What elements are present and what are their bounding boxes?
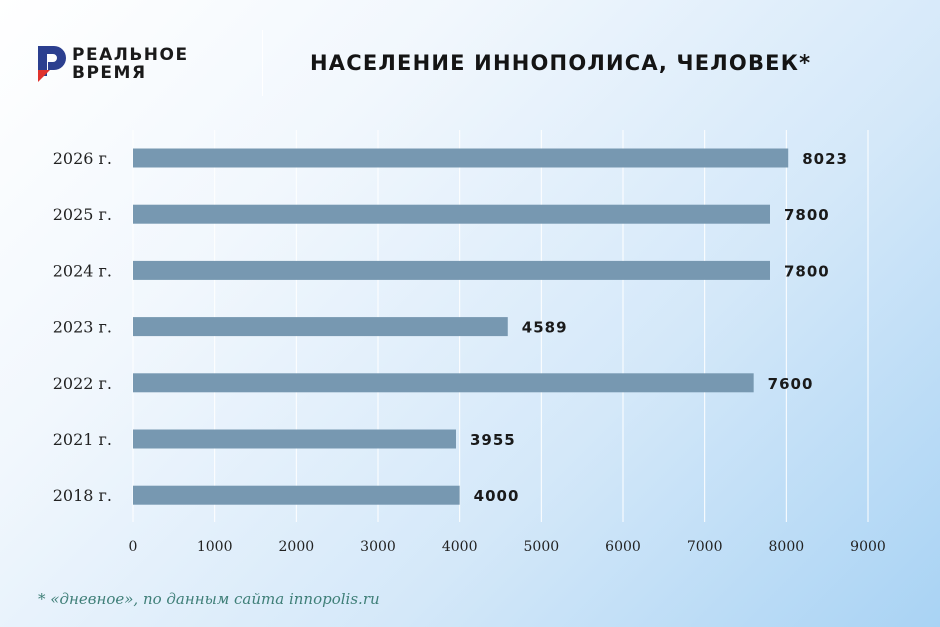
category-label: 2023 г.: [53, 318, 112, 337]
x-tick-label: 0: [129, 539, 138, 555]
bar: [133, 317, 508, 337]
x-tick-label: 1000: [197, 539, 233, 555]
x-tick-label: 5000: [524, 539, 560, 555]
bar: [133, 148, 789, 168]
x-tick-label: 9000: [850, 539, 886, 555]
x-tick-label: 2000: [279, 539, 315, 555]
footnote: * «дневное», по данным сайта innopolis.r…: [38, 590, 380, 608]
category-label: 2026 г.: [53, 149, 112, 168]
header-divider: [262, 30, 263, 96]
category-label: 2022 г.: [53, 374, 112, 393]
category-label: 2024 г.: [53, 261, 112, 280]
x-tick-label: 8000: [769, 539, 805, 555]
value-label: 4000: [474, 487, 520, 505]
logo-text-line1: РЕАЛЬНОЕ: [72, 45, 189, 65]
category-label: 2018 г.: [53, 486, 112, 505]
value-label: 8023: [802, 150, 848, 168]
x-tick-label: 3000: [360, 539, 396, 555]
value-label: 7800: [784, 262, 830, 280]
value-label: 4589: [522, 319, 568, 337]
x-tick-label: 6000: [605, 539, 641, 555]
category-label: 2021 г.: [53, 430, 112, 449]
value-label: 7800: [784, 206, 830, 224]
value-label: 7600: [768, 375, 814, 393]
bar: [133, 373, 754, 393]
value-labels: 8023 7800 7800 4589 7600 3955 4000: [470, 150, 848, 505]
chart-title: НАСЕЛЕНИЕ ИННОПОЛИСА, ЧЕЛОВЕК*: [310, 51, 812, 75]
realnoe-vremya-logo-icon: [38, 46, 66, 82]
value-label: 3955: [470, 431, 516, 449]
category-label: 2025 г.: [53, 205, 112, 224]
brand-logo: РЕАЛЬНОЕ ВРЕМЯ: [38, 46, 238, 86]
bar: [133, 260, 770, 280]
x-tick-labels: 0 1000 2000 3000 4000 5000 6000 7000 8000 9000: [129, 539, 886, 555]
bar: [133, 429, 456, 449]
logo-text-line2: ВРЕМЯ: [72, 63, 147, 83]
bars: [133, 148, 789, 505]
x-tick-label: 4000: [442, 539, 478, 555]
bar: [133, 204, 770, 224]
x-tick-label: 7000: [687, 539, 723, 555]
category-labels: 2026 г. 2025 г. 2024 г. 2023 г. 2022 г. 2021 …: [53, 149, 112, 505]
bar: [133, 485, 460, 505]
